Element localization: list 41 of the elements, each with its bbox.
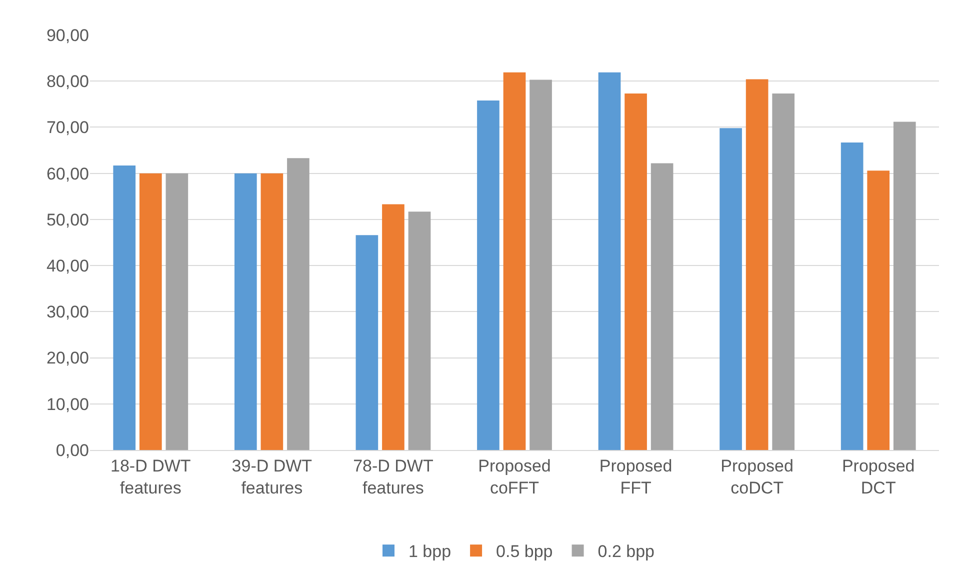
x-tick-label: 39-D DWT features — [232, 456, 312, 498]
bar — [382, 204, 404, 450]
y-tick-label: 30,00 — [46, 302, 89, 322]
x-tick-label: Proposed coDCT — [720, 456, 794, 498]
bar — [867, 170, 890, 450]
bar — [503, 72, 526, 450]
y-tick-label: 80,00 — [46, 72, 89, 92]
bar — [113, 165, 136, 450]
y-tick-label: 10,00 — [46, 394, 89, 414]
x-tick-label: Proposed DCT — [842, 456, 915, 498]
y-tick-label: 90,00 — [46, 26, 89, 45]
y-tick-label: 70,00 — [46, 118, 89, 138]
bar — [598, 72, 621, 450]
y-tick-label: 60,00 — [46, 164, 89, 184]
bar — [287, 158, 310, 450]
x-tick-label: 78-D DWT features — [353, 456, 434, 498]
legend-label: 1 bpp — [408, 542, 452, 562]
bar — [166, 173, 188, 450]
legend-label: 0.2 bpp — [598, 542, 655, 562]
bar — [746, 79, 768, 450]
y-tick-label: 40,00 — [46, 256, 89, 276]
bar — [139, 173, 162, 450]
x-tick-label: 18-D DWT features — [110, 456, 191, 498]
bar — [408, 212, 431, 450]
y-tick-label: 0,00 — [56, 440, 89, 460]
x-tick-label: Proposed FFT — [599, 456, 672, 498]
y-tick-label: 50,00 — [46, 210, 89, 230]
bar — [260, 173, 284, 450]
bar — [477, 100, 500, 450]
bar — [356, 235, 378, 450]
bar — [530, 80, 552, 450]
legend-label: 0.5 bpp — [496, 542, 553, 562]
bar — [720, 128, 742, 450]
bar — [772, 94, 795, 450]
bar — [624, 94, 647, 450]
bar — [650, 163, 674, 450]
y-tick-label: 20,00 — [46, 348, 89, 368]
bar — [234, 173, 257, 450]
bar — [840, 142, 864, 450]
x-tick-label: Proposed coFFT — [478, 456, 551, 498]
bar — [893, 122, 916, 450]
